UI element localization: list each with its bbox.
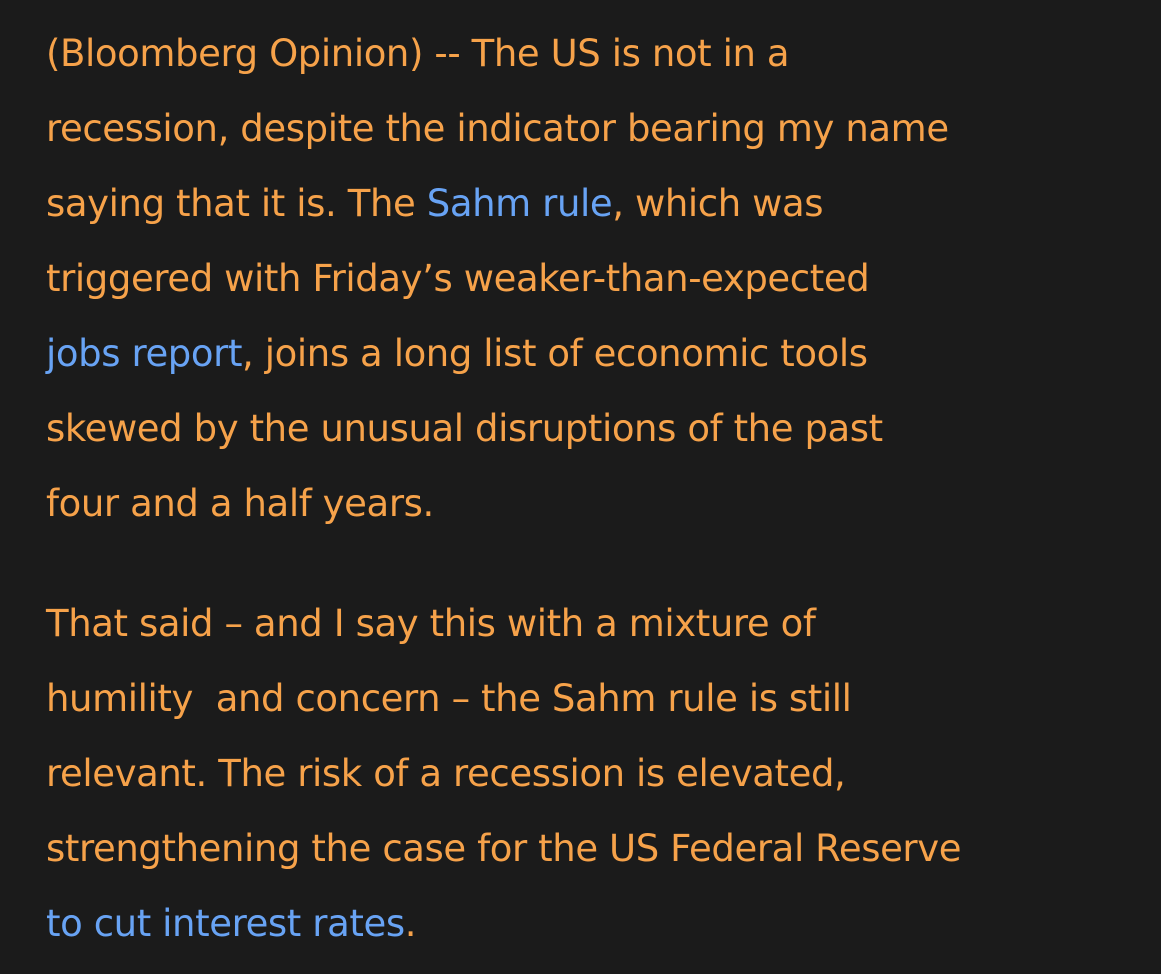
paragraph-2: That said – and I say this with a mixtur… xyxy=(46,586,1146,961)
text-segment: . xyxy=(404,902,417,945)
text-line: strengthening the case for the US Federa… xyxy=(46,827,962,870)
text-line: to cut interest rates. xyxy=(46,886,1146,961)
text-line: four and a half years. xyxy=(46,482,434,525)
text-line: jobs report, joins a long list of econom… xyxy=(46,316,1146,391)
text-line: relevant. The risk of a recession is ele… xyxy=(46,752,846,795)
jobs-report-link[interactable]: jobs report xyxy=(46,332,243,375)
text-line: recession, despite the indicator bearing… xyxy=(46,107,949,150)
text-line: That said – and I say this with a mixtur… xyxy=(46,602,816,645)
text-segment: , joins a long list of economic tools xyxy=(242,332,868,375)
interest-rates-link[interactable]: to cut interest rates xyxy=(46,902,405,945)
text-segment: , which was xyxy=(612,182,824,225)
article-body: (Bloomberg Opinion) -- The US is not in … xyxy=(46,16,1146,961)
text-line: (Bloomberg Opinion) -- The US is not in … xyxy=(46,32,790,75)
text-line: triggered with Friday’s weaker-than-expe… xyxy=(46,257,870,300)
text-segment: saying that it is. The xyxy=(46,182,427,225)
paragraph-1: (Bloomberg Opinion) -- The US is not in … xyxy=(46,16,1146,541)
text-line: saying that it is. The Sahm rule, which … xyxy=(46,166,1146,241)
paragraph-gap xyxy=(46,541,1146,586)
text-line: humility and concern – the Sahm rule is … xyxy=(46,677,852,720)
text-line: skewed by the unusual disruptions of the… xyxy=(46,407,883,450)
sahm-rule-link[interactable]: Sahm rule xyxy=(426,182,613,225)
